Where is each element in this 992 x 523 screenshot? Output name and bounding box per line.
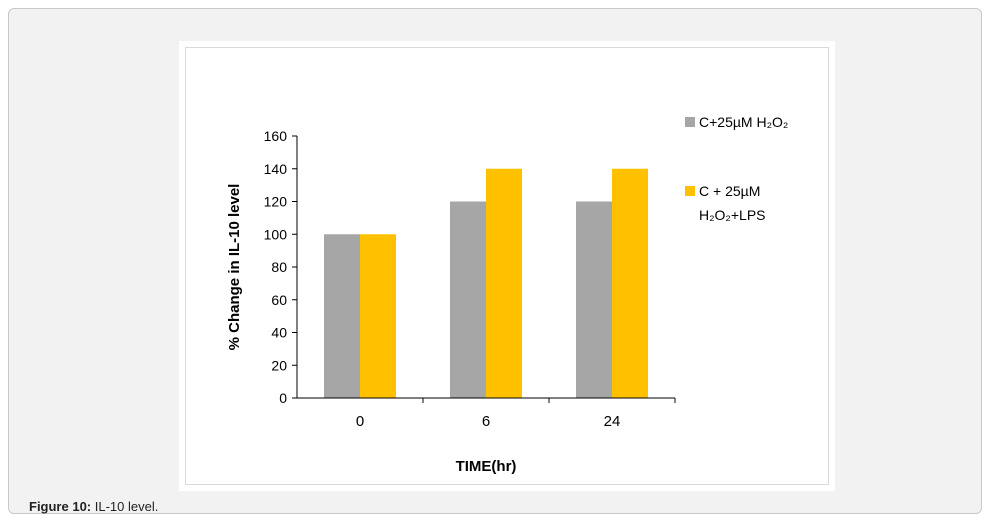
bar-series-2-24: [612, 168, 648, 398]
legend-label-series-2-line2: H₂O₂+LPS: [699, 207, 766, 223]
y-tick-label: 120: [264, 194, 288, 210]
x-tick-label: 6: [482, 413, 490, 430]
figure-image: 0 20 40 60 80 100 120 140 160 0 6 24 % Change in I…: [179, 41, 835, 491]
bar-series-2-6: [486, 168, 522, 398]
bar-series-2-0: [360, 234, 396, 398]
y-tick-label: 20: [271, 357, 287, 373]
legend-label-series-2-line1: C + 25µM: [699, 183, 760, 199]
caption-label: Figure 10:: [29, 499, 92, 514]
y-tick-label: 0: [279, 390, 287, 406]
figure-panel: 0 20 40 60 80 100 120 140 160 0 6 24 % Change in I…: [8, 8, 982, 514]
legend-swatch-series-1: [685, 117, 695, 127]
x-tick-label: 0: [356, 413, 364, 430]
bar-chart: 0 20 40 60 80 100 120 140 160 0 6 24 % Change in I…: [226, 114, 788, 475]
y-tick-label: 60: [271, 292, 287, 308]
y-tick-label: 40: [271, 325, 287, 341]
chart-frame: [185, 47, 829, 485]
x-axis-label: TIME(hr): [456, 458, 517, 475]
x-tick-label: 24: [604, 413, 621, 430]
legend-swatch-series-2: [685, 186, 695, 196]
figure-caption: Figure 10: IL-10 level.: [29, 499, 158, 514]
y-tick-label: 160: [264, 128, 288, 144]
y-tick-label: 140: [264, 161, 288, 177]
legend-label-series-1: C+25µM H₂O₂: [699, 114, 788, 130]
caption-text: IL-10 level.: [91, 499, 159, 514]
y-tick-label: 100: [264, 226, 288, 242]
y-axis-label: % Change in IL-10 level: [226, 184, 243, 351]
legend: C+25µM H₂O₂ C + 25µM H₂O₂+LPS: [685, 114, 788, 223]
bar-series-1-0: [324, 234, 360, 398]
y-tick-label: 80: [271, 259, 287, 275]
bar-series-1-24: [576, 201, 612, 398]
bar-series-1-6: [450, 201, 486, 398]
